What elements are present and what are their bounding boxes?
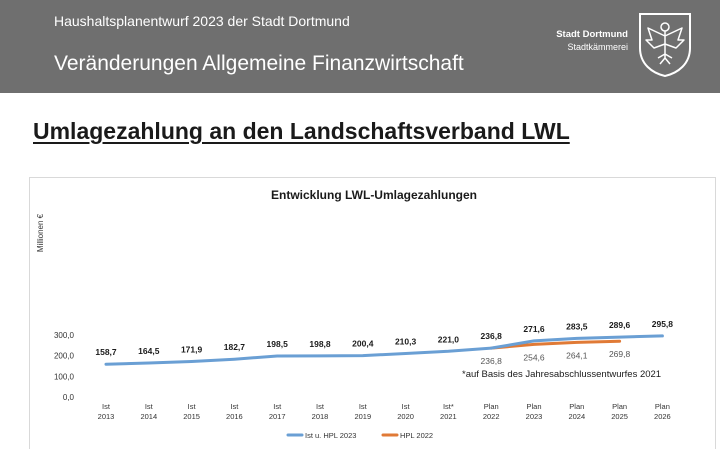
data-label: 269,8 xyxy=(609,349,631,359)
x-tick-label: 2017 xyxy=(269,412,286,421)
page-heading: Umlagezahlung an den Landschaftsverband … xyxy=(33,118,570,144)
y-axis-label: Millionen € xyxy=(36,213,45,252)
x-tick-label: Ist xyxy=(273,402,282,411)
data-label: 198,5 xyxy=(267,339,289,349)
data-label: 200,4 xyxy=(352,339,374,349)
y-tick-labels: 0,0 100,0 200,0 300,0 xyxy=(54,331,75,402)
brand-dept: Stadtkämmerei xyxy=(567,42,628,52)
x-tick-label: Ist xyxy=(316,402,325,411)
data-label: 198,8 xyxy=(309,339,331,349)
x-tick-label: Plan xyxy=(655,402,670,411)
x-tick-label: 2023 xyxy=(526,412,543,421)
x-tick-label: 2014 xyxy=(140,412,157,421)
chart-frame: Entwicklung LWL-Umlagezahlungen Millione… xyxy=(29,177,716,449)
eagle-crest-icon xyxy=(639,13,691,78)
slide-header: Haushaltsplanentwurf 2023 der Stadt Dort… xyxy=(0,0,720,93)
series-line xyxy=(104,334,664,366)
data-label: 236,8 xyxy=(481,356,503,366)
x-tick-label: Ist xyxy=(102,402,111,411)
data-label: 271,6 xyxy=(523,324,545,334)
x-tick-label: Ist xyxy=(402,402,411,411)
data-label: 158,7 xyxy=(95,347,117,357)
data-label: 171,9 xyxy=(181,344,203,354)
x-tick-label: 2018 xyxy=(312,412,329,421)
x-tick-label: 2026 xyxy=(654,412,671,421)
x-tick-label: 2022 xyxy=(483,412,500,421)
data-label: 254,6 xyxy=(523,352,545,362)
x-tick-label: Ist xyxy=(230,402,239,411)
data-label: 182,7 xyxy=(224,342,246,352)
data-label: 283,5 xyxy=(566,321,588,331)
x-tick-label: Ist* xyxy=(443,402,454,411)
legend-label: HPL 2022 xyxy=(400,431,433,440)
y-tick-label: 100,0 xyxy=(54,372,75,381)
data-label: 164,5 xyxy=(138,346,160,356)
data-label: 264,1 xyxy=(566,350,588,360)
x-tick-label: 2015 xyxy=(183,412,200,421)
legend-label: Ist u. HPL 2023 xyxy=(305,431,356,440)
brand-city: Stadt Dortmund xyxy=(556,29,628,40)
y-tick-label: 200,0 xyxy=(54,352,75,361)
lwl-line-chart: Entwicklung LWL-Umlagezahlungen Millione… xyxy=(36,188,673,440)
y-tick-label: 0,0 xyxy=(63,393,75,402)
chart-annotation: *auf Basis des Jahresabschlussentwurfes … xyxy=(462,369,661,380)
data-label: 236,8 xyxy=(481,331,503,341)
x-tick-label: 2021 xyxy=(440,412,457,421)
x-tick-label: 2019 xyxy=(354,412,371,421)
brand-block: Stadt Dortmund Stadtkämmerei xyxy=(556,29,628,53)
x-tick-label: Plan xyxy=(569,402,584,411)
x-tick-label: 2025 xyxy=(611,412,628,421)
x-tick-label: Plan xyxy=(612,402,627,411)
header-subtitle: Haushaltsplanentwurf 2023 der Stadt Dort… xyxy=(54,13,350,29)
x-tick-label: Plan xyxy=(484,402,499,411)
x-tick-label: 2024 xyxy=(568,412,585,421)
x-tick-label: 2016 xyxy=(226,412,243,421)
x-tick-label: 2013 xyxy=(98,412,115,421)
data-label: 221,0 xyxy=(438,334,460,344)
x-tick-label: 2020 xyxy=(397,412,414,421)
x-tick-label: Ist xyxy=(188,402,197,411)
series-line xyxy=(489,339,622,350)
chart-legend: Ist u. HPL 2023 HPL 2022 xyxy=(286,431,433,440)
x-tick-label: Plan xyxy=(526,402,541,411)
x-tick-label: Ist xyxy=(359,402,368,411)
x-tick-label: Ist xyxy=(145,402,154,411)
data-label: 295,8 xyxy=(652,319,674,329)
y-tick-label: 300,0 xyxy=(54,331,75,340)
data-label: 289,6 xyxy=(609,320,631,330)
x-tick-labels: Ist2013Ist2014Ist2015Ist2016Ist2017Ist20… xyxy=(98,402,671,421)
data-label: 210,3 xyxy=(395,337,417,347)
data-labels: 158,7 164,5 171,9 182,7 198,5 198,8 200,4 210,3… xyxy=(95,319,673,366)
chart-title: Entwicklung LWL-Umlagezahlungen xyxy=(271,188,477,202)
series-layer xyxy=(104,334,664,366)
header-title: Veränderungen Allgemeine Finanzwirtschaf… xyxy=(54,52,464,75)
